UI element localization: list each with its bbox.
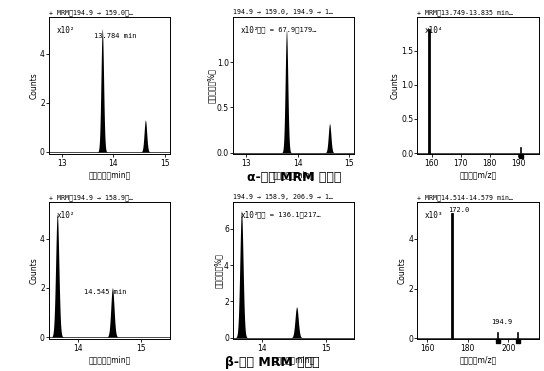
Text: 13.784 min: 13.784 min (94, 33, 137, 39)
Text: x10²: x10² (56, 211, 75, 220)
Y-axis label: 相对丰度（%）: 相对丰度（%） (214, 253, 222, 288)
Text: 194.9 → 158.9, 206.9 → 1…: 194.9 → 158.9, 206.9 → 1… (233, 194, 333, 200)
X-axis label: 质荷比（m/z）: 质荷比（m/z） (459, 170, 497, 180)
X-axis label: 采集时间（min）: 采集时间（min） (273, 170, 315, 180)
Text: β-硫丹 MRM 质谱图: β-硫丹 MRM 质谱图 (225, 356, 319, 369)
X-axis label: 采集时间（min）: 采集时间（min） (89, 355, 131, 364)
Y-axis label: Counts: Counts (29, 257, 39, 284)
X-axis label: 采集时间（min）: 采集时间（min） (89, 170, 131, 180)
Text: 比値 = 67.9（179…: 比値 = 67.9（179… (257, 26, 317, 33)
Text: 194.9 → 159.0, 194.9 → 1…: 194.9 → 159.0, 194.9 → 1… (233, 9, 333, 15)
Text: x10²: x10² (240, 26, 259, 35)
Text: 194.9: 194.9 (491, 319, 512, 325)
Text: x10³: x10³ (425, 211, 443, 220)
Text: 172.0: 172.0 (448, 207, 469, 213)
Text: + MRM（13.749-13.835 min…: + MRM（13.749-13.835 min… (417, 9, 514, 16)
Text: x10²: x10² (56, 26, 75, 35)
Y-axis label: Counts: Counts (391, 72, 400, 99)
Text: 14.545 min: 14.545 min (84, 289, 127, 295)
Text: + MRM（194.9 → 158.9）…: + MRM（194.9 → 158.9）… (49, 194, 133, 201)
Y-axis label: 相对丰度（%）: 相对丰度（%） (207, 68, 215, 103)
Text: x10²: x10² (240, 211, 259, 220)
Y-axis label: Counts: Counts (398, 257, 407, 284)
Text: + MRM（194.9 → 159.0）…: + MRM（194.9 → 159.0）… (49, 9, 133, 16)
Text: + MRM（14.514-14.579 min…: + MRM（14.514-14.579 min… (417, 194, 514, 201)
X-axis label: 采集时间（min）: 采集时间（min） (273, 355, 315, 364)
Text: α-硫丹 MRM 质谱图: α-硫丹 MRM 质谱图 (246, 171, 341, 184)
Text: 比値 = 136.1（217…: 比値 = 136.1（217… (257, 211, 321, 218)
Y-axis label: Counts: Counts (29, 72, 39, 99)
Text: x10⁴: x10⁴ (425, 26, 443, 35)
X-axis label: 质荷比（m/z）: 质荷比（m/z） (459, 355, 497, 364)
